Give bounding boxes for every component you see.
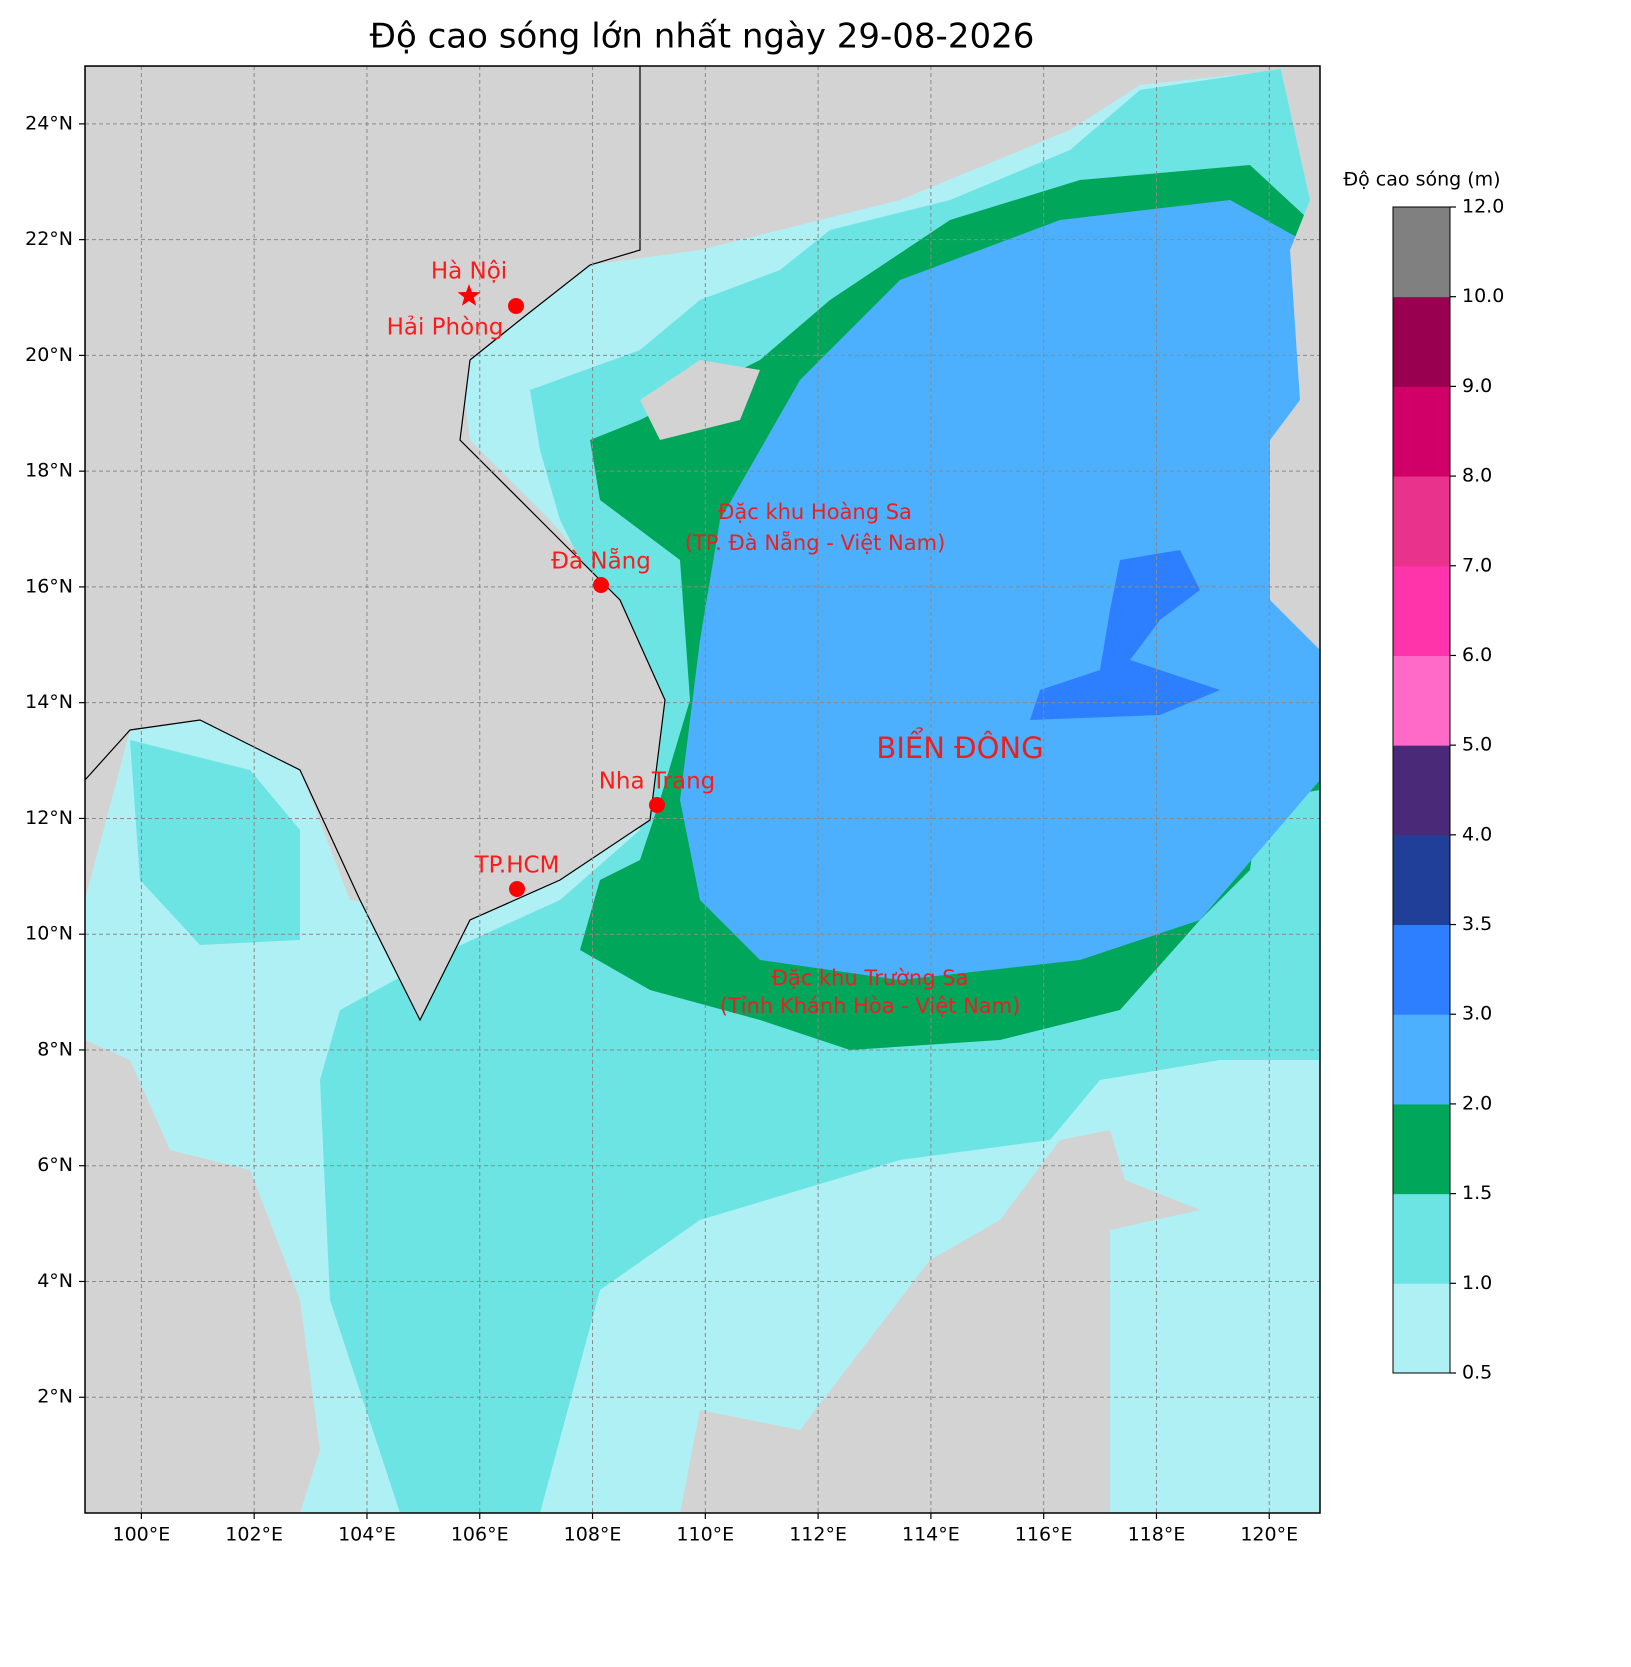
y-tick-label: 16°N: [25, 575, 73, 597]
colorbar-segment: [1393, 1103, 1450, 1195]
colorbar-segment: [1393, 1283, 1450, 1374]
colorbar-segment: [1393, 1193, 1450, 1284]
colorbar-segment: [1393, 565, 1450, 656]
place-marker: [649, 797, 665, 813]
colorbar-frame: [1392, 206, 1451, 1374]
graticule: [85, 66, 1320, 1513]
place-label: Hải Phòng: [387, 315, 504, 341]
colorbar-segment: [1393, 655, 1450, 746]
x-tick-label: 106°E: [451, 1524, 509, 1546]
y-tick-label: 20°N: [25, 344, 73, 366]
colorbar-segment: [1393, 924, 1450, 1015]
y-tick-label: 2°N: [37, 1386, 73, 1408]
colorbar-segment: [1393, 476, 1450, 567]
colorbar: 0.5 1.0 1.5 2.0 3.0 3.5 4.0 5.0 6.0 7.0 8.0 9.0 10.0…: [1392, 196, 1504, 1384]
colorbar-tick-label: 0.5: [1462, 1362, 1492, 1384]
sea-zone-4: [1030, 550, 1220, 720]
y-tick-label: 24°N: [25, 112, 73, 134]
annotation: (Tỉnh Khánh Hòa - Việt Nam): [720, 994, 1021, 1018]
x-tick-label: 108°E: [564, 1524, 622, 1546]
x-tick-label: 116°E: [1015, 1524, 1073, 1546]
colorbar-tick-label: 10.0: [1462, 285, 1504, 307]
colorbar-tick-label: 8.0: [1462, 465, 1492, 487]
colorbar-tick-label: 3.0: [1462, 1003, 1492, 1025]
colorbar-tick-label: 9.0: [1462, 375, 1492, 397]
sea-label: BIỂN ĐÔNG: [876, 728, 1043, 765]
sea-zone-1: [130, 740, 300, 945]
y-tick-label: 6°N: [37, 1154, 73, 1176]
colorbar-tick-label: 3.5: [1462, 913, 1492, 935]
x-tick-label: 100°E: [113, 1524, 171, 1546]
annotation: (TP. Đà Nẵng - Việt Nam): [685, 530, 946, 555]
y-tick-label: 14°N: [25, 691, 73, 713]
map-area: Hà Nội Hải Phòng Đà Nẵng Nha Trang TP.HCM Đặ…: [85, 66, 1320, 1513]
colorbar-segment: [1393, 834, 1450, 926]
colorbar-segment: [1393, 207, 1450, 298]
y-tick-label: 18°N: [25, 460, 73, 482]
axes: 100°E 102°E 104°E 106°E 108°E 110°E 112°E 114°E…: [25, 112, 1298, 1545]
place-label: Nha Trang: [599, 769, 716, 795]
place-label: TP.HCM: [474, 853, 560, 879]
y-tick-label: 12°N: [25, 807, 73, 829]
x-tick-label: 104°E: [338, 1524, 396, 1546]
colorbar-tick-label: 1.5: [1462, 1182, 1492, 1204]
colorbar-label: Độ cao sóng (m): [1343, 169, 1500, 191]
y-tick-label: 22°N: [25, 228, 73, 250]
x-tick-label: 110°E: [676, 1524, 734, 1546]
place-marker: [509, 881, 525, 897]
colorbar-tick-label: 5.0: [1462, 734, 1492, 756]
colorbar-tick-label: 6.0: [1462, 644, 1492, 666]
y-tick-label: 10°N: [25, 923, 73, 945]
places: Hà Nội Hải Phòng Đà Nẵng Nha Trang TP.HCM: [387, 259, 716, 897]
land-hainan: [640, 360, 760, 440]
colorbar-tick-label: 7.0: [1462, 554, 1492, 576]
land-malay: [85, 1040, 320, 1513]
place-marker: [457, 284, 481, 306]
y-tick-label: 4°N: [37, 1270, 73, 1292]
place-label: Hà Nội: [431, 259, 507, 285]
y-tick-label: 8°N: [37, 1038, 73, 1060]
map-frame: [84, 65, 1321, 1514]
colorbar-segment: [1393, 386, 1450, 477]
annotation: Đặc khu Hoàng Sa: [718, 500, 912, 524]
x-tick-label: 120°E: [1240, 1524, 1298, 1546]
title: Độ cao sóng lớn nhất ngày 29-08-2026: [370, 17, 1035, 57]
place-marker: [593, 577, 609, 593]
colorbar-tick-label: 4.0: [1462, 823, 1492, 845]
colorbar-tick-label: 1.0: [1462, 1272, 1492, 1294]
x-tick-label: 102°E: [225, 1524, 283, 1546]
x-tick-label: 112°E: [789, 1524, 847, 1546]
annotation: Đặc khu Trường Sa: [772, 966, 969, 990]
colorbar-tick-label: 12.0: [1462, 196, 1504, 218]
colorbar-segment: [1393, 745, 1450, 836]
x-tick-label: 114°E: [902, 1524, 960, 1546]
land-philippines: [1270, 66, 1320, 650]
colorbar-segment: [1393, 1014, 1450, 1105]
sea-zone-3: [680, 200, 1320, 980]
place-label: Đà Nẵng: [551, 547, 651, 575]
place-marker: [508, 298, 524, 314]
colorbar-segment: [1393, 296, 1450, 387]
x-tick-label: 118°E: [1128, 1524, 1186, 1546]
colorbar-tick-label: 2.0: [1462, 1092, 1492, 1114]
land-borneo: [680, 1130, 1200, 1513]
